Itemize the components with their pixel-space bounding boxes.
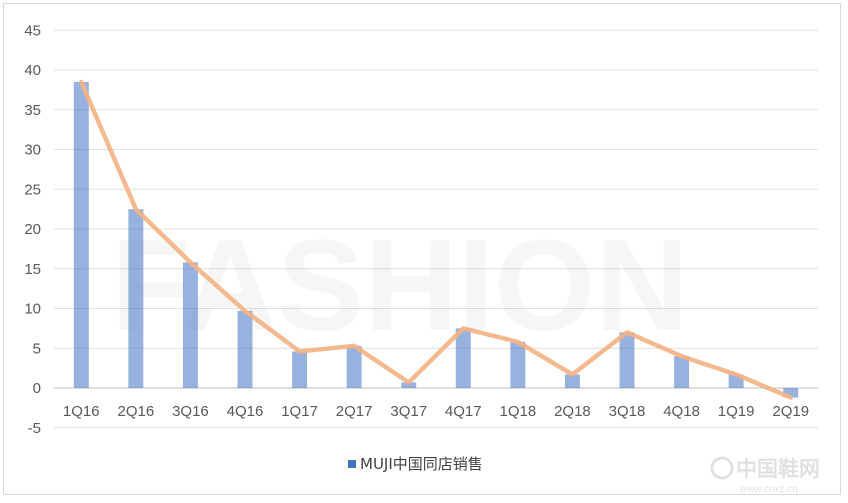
bar [455,328,471,388]
logo-icon [710,456,734,480]
bar [292,351,308,388]
bar [783,388,799,398]
x-tick-label: 2Q19 [772,403,809,420]
y-tick-label: 40 [24,62,41,79]
y-tick-label: 20 [24,221,41,238]
bar [237,310,253,388]
y-tick-label: 5 [33,340,41,357]
x-tick-label: 1Q17 [281,403,318,420]
x-tick-label: 1Q19 [718,403,755,420]
x-axis-ticks: 1Q16 2Q16 3Q16 4Q16 1Q17 2Q17 3Q17 4Q17 1Q18 2Q18… [63,403,809,420]
gridlines [54,29,818,429]
y-tick-label: 35 [24,102,41,119]
y-axis-ticks: 45 40 35 30 25 20 15 10 5 0 -5 [24,22,41,437]
bar [564,374,580,388]
x-tick-label: 2Q16 [118,403,155,420]
bar-series [73,81,799,398]
bar [128,209,144,388]
x-tick-label: 1Q18 [500,403,537,420]
x-tick-label: 2Q17 [336,403,373,420]
y-tick-label: 45 [24,22,41,39]
bar [401,382,417,388]
x-tick-label: 3Q18 [609,403,646,420]
x-tick-label: 3Q16 [172,403,209,420]
x-tick-label: 4Q18 [663,403,700,420]
legend-label: MUJI中国同店销售 [360,455,483,473]
x-tick-label: 1Q16 [63,403,100,420]
x-tick-label: 4Q16 [227,403,264,420]
brand-logo: 中国鞋网 www.cnxz.cn [710,456,820,495]
legend-swatch [348,460,356,468]
line-path [79,79,793,400]
bar [674,356,690,388]
bar [619,332,635,388]
y-tick-label: 0 [33,380,41,397]
bar [73,81,89,389]
legend: MUJI中国同店销售 [348,455,483,473]
brand-text: 中国鞋网 [736,457,820,481]
y-tick-label: -5 [28,420,41,437]
y-tick-label: 10 [24,301,41,318]
y-tick-label: 15 [24,261,41,278]
x-tick-label: 3Q17 [390,403,427,420]
x-tick-label: 4Q17 [445,403,482,420]
bar [346,345,362,388]
bar [182,262,198,388]
brand-url: www.cnxz.cn [739,484,798,495]
y-tick-label: 25 [24,181,41,198]
x-tick-label: 2Q18 [554,403,591,420]
line-series [79,79,793,400]
y-tick-label: 30 [24,142,41,159]
bar [510,341,526,388]
